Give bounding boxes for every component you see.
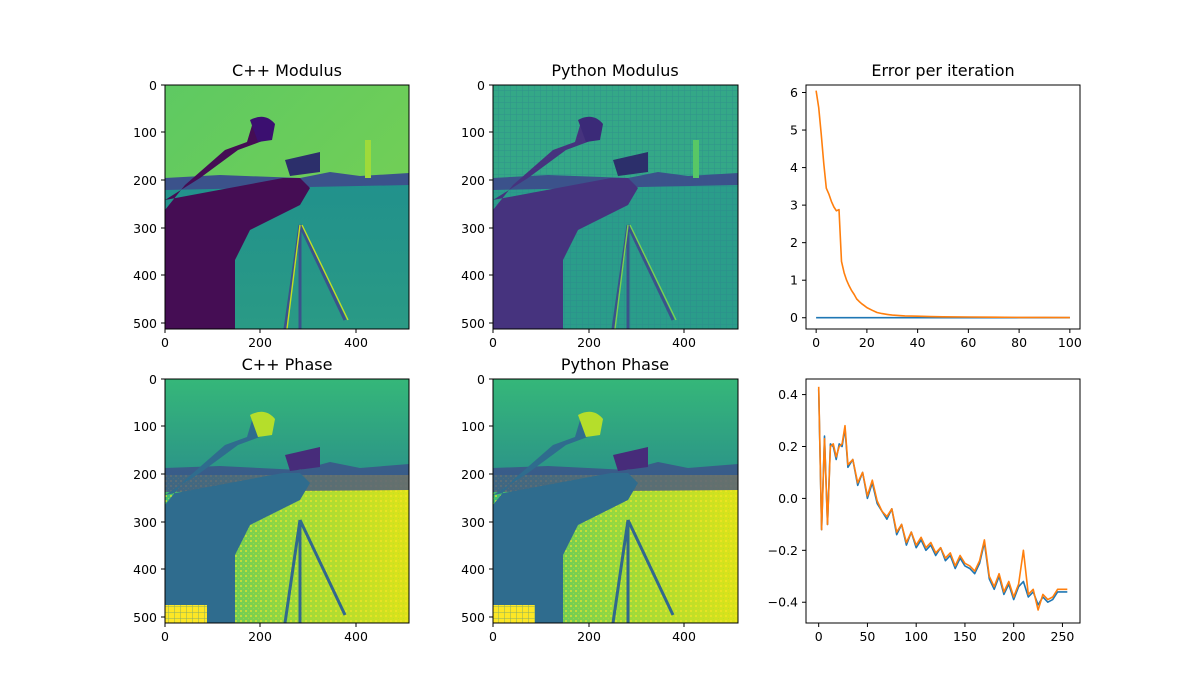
axes-frame xyxy=(492,84,739,330)
y-tick-label: 200 xyxy=(461,173,485,188)
python-modulus-panel: Python Modulus 0 200 400 0 100 200 300 4… xyxy=(461,61,739,350)
y-tick-label: 400 xyxy=(461,562,485,577)
y-tick-label: 0 xyxy=(477,78,485,93)
x-tick-label: 0 xyxy=(815,629,823,644)
x-tick-label: 0 xyxy=(812,335,820,350)
y-tick-label: 400 xyxy=(461,268,485,283)
axes-frame xyxy=(492,378,739,624)
y-tick-label: 100 xyxy=(133,125,157,140)
x-tick-label: 40 xyxy=(910,335,926,350)
y-tick-label: −0.2 xyxy=(768,543,798,558)
y-tick-label: 100 xyxy=(461,419,485,434)
x-tick-label: 400 xyxy=(672,629,696,644)
y-tick-label: 100 xyxy=(133,419,157,434)
panel-title: Python Phase xyxy=(561,355,669,374)
x-tick-label: 50 xyxy=(859,629,875,644)
axes-frame xyxy=(805,378,1081,624)
x-tick-label: 150 xyxy=(953,629,977,644)
phase-difference-chart: 0 50 100 150 200 250 −0.4 −0.2 0.0 0.2 0.4 xyxy=(768,378,1081,644)
y-tick-label: 200 xyxy=(461,467,485,482)
x-tick-label: 0 xyxy=(489,335,497,350)
x-tick-label: 60 xyxy=(960,335,976,350)
y-tick-label: 1 xyxy=(790,273,798,288)
x-tick-label: 200 xyxy=(577,629,601,644)
x-tick-label: 200 xyxy=(1002,629,1026,644)
cpp-modulus-image xyxy=(165,85,409,329)
chart-title: Error per iteration xyxy=(871,61,1014,80)
series-line-1 xyxy=(815,90,1070,319)
x-tick-label: 80 xyxy=(1011,335,1027,350)
panel-title: C++ Modulus xyxy=(232,61,342,80)
x-tick-label: 400 xyxy=(344,335,368,350)
cpp-modulus-panel: C++ Modulus 0 200 400 0 100 200 300 400 … xyxy=(133,61,410,350)
y-tick-label: 0.4 xyxy=(778,387,798,402)
y-tick-label: 0.2 xyxy=(778,439,798,454)
x-tick-label: 100 xyxy=(904,629,928,644)
x-tick-label: 0 xyxy=(489,629,497,644)
y-ticks: 0 100 200 300 400 500 xyxy=(461,78,493,331)
y-tick-label: 5 xyxy=(790,123,798,138)
y-tick-label: 400 xyxy=(133,562,157,577)
y-ticks: 0 100 200 300 400 500 xyxy=(133,372,165,625)
y-tick-label: 300 xyxy=(133,515,157,530)
axes-frame xyxy=(164,378,410,624)
y-tick-label: 500 xyxy=(461,610,485,625)
x-tick-label: 0 xyxy=(161,629,169,644)
series-line-0 xyxy=(817,389,1068,606)
python-phase-image xyxy=(493,379,738,623)
y-tick-label: 500 xyxy=(133,610,157,625)
y-tick-label: 3 xyxy=(790,198,798,213)
cpp-phase-image xyxy=(165,379,409,623)
x-ticks: 0 200 400 xyxy=(489,623,696,644)
y-tick-label: 6 xyxy=(790,85,798,100)
y-tick-label: 4 xyxy=(790,160,798,175)
panel-title: C++ Phase xyxy=(242,355,333,374)
x-tick-label: 200 xyxy=(577,335,601,350)
y-tick-label: 300 xyxy=(133,221,157,236)
y-ticks: 0 100 200 300 400 500 xyxy=(461,372,493,625)
y-tick-label: 0.0 xyxy=(778,491,798,506)
y-tick-label: 300 xyxy=(461,221,485,236)
error-per-iteration-chart: Error per iteration 0 20 40 60 80 100 0 1 2 3 4 5 6 xyxy=(790,61,1082,350)
cpp-phase-panel: C++ Phase 0 200 400 0 100 200 300 400 5 xyxy=(133,355,410,644)
y-tick-label: 2 xyxy=(790,235,798,250)
x-tick-label: 400 xyxy=(344,629,368,644)
x-ticks: 0 200 400 xyxy=(489,329,696,350)
y-tick-label: 100 xyxy=(461,125,485,140)
x-tick-label: 20 xyxy=(859,335,875,350)
y-tick-label: 300 xyxy=(461,515,485,530)
axes-frame xyxy=(164,84,410,330)
x-ticks: 0 200 400 xyxy=(161,623,368,644)
series-line-1 xyxy=(817,386,1068,611)
y-tick-label: 200 xyxy=(133,173,157,188)
x-ticks: 0 200 400 xyxy=(161,329,368,350)
y-tick-label: 0 xyxy=(477,372,485,387)
y-tick-label: 200 xyxy=(133,467,157,482)
y-tick-label: 500 xyxy=(133,316,157,331)
python-modulus-image xyxy=(493,85,738,329)
y-tick-label: 500 xyxy=(461,316,485,331)
y-tick-label: −0.4 xyxy=(768,595,798,610)
x-tick-label: 400 xyxy=(672,335,696,350)
panel-title: Python Modulus xyxy=(551,61,678,80)
x-tick-label: 250 xyxy=(1051,629,1075,644)
x-tick-label: 200 xyxy=(248,335,272,350)
y-tick-label: 0 xyxy=(149,78,157,93)
x-tick-label: 0 xyxy=(161,335,169,350)
y-tick-label: 0 xyxy=(790,310,798,325)
x-tick-label: 200 xyxy=(248,629,272,644)
y-ticks: 0 100 200 300 400 500 xyxy=(133,78,165,331)
python-phase-panel: Python Phase 0 200 400 0 100 200 300 400 xyxy=(461,355,739,644)
y-tick-label: 400 xyxy=(133,268,157,283)
y-tick-label: 0 xyxy=(149,372,157,387)
axes-frame xyxy=(805,84,1081,330)
x-tick-label: 100 xyxy=(1058,335,1082,350)
